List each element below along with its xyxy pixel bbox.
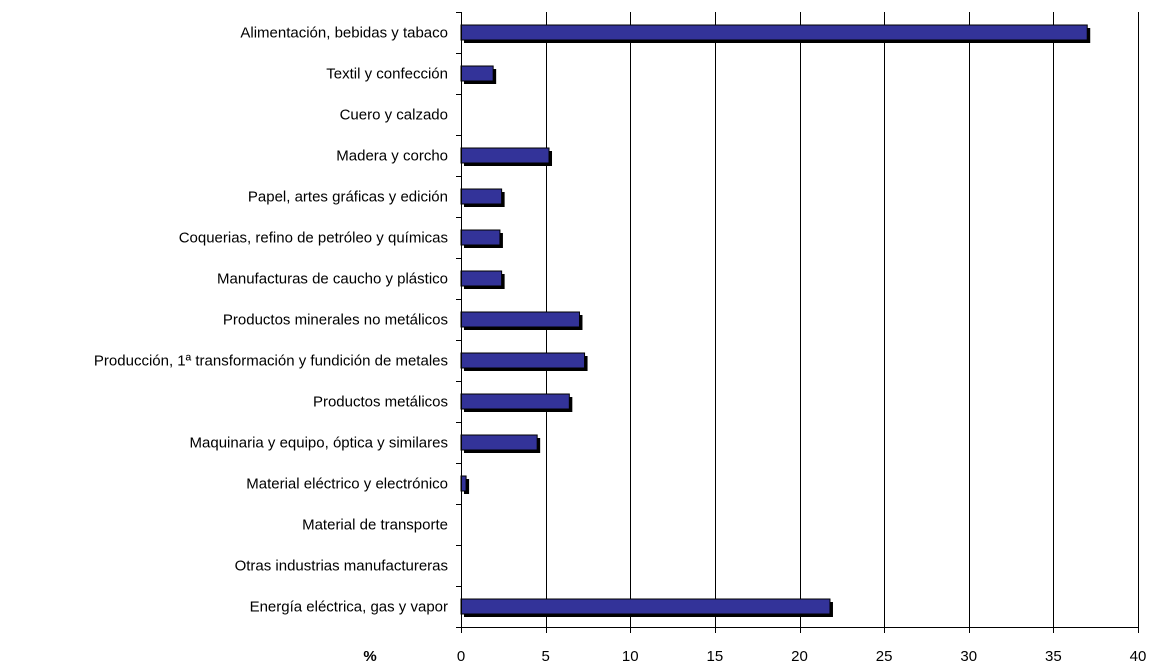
bar <box>460 24 1088 41</box>
x-tick-label: 35 <box>1045 648 1062 665</box>
x-tick-label: 15 <box>707 648 724 665</box>
x-tick-labels: 0 5 10 15 20 25 30 35 40 <box>457 648 1147 665</box>
category-label: Papel, artes gráficas y edición <box>248 189 448 206</box>
bar <box>460 311 580 328</box>
category-label: Cuero y calzado <box>340 107 448 124</box>
bar <box>460 393 570 410</box>
x-axis-unit-label: % <box>363 648 376 665</box>
x-tick-label: 20 <box>791 648 808 665</box>
category-label: Producción, 1ª transformación y fundició… <box>94 353 448 370</box>
x-tick-label: 25 <box>876 648 893 665</box>
category-label: Productos metálicos <box>313 394 448 411</box>
category-label: Manufacturas de caucho y plástico <box>217 271 448 288</box>
bar <box>460 352 586 369</box>
x-tick-label: 0 <box>457 648 465 665</box>
x-tick-label: 5 <box>541 648 549 665</box>
category-label: Energía eléctrica, gas y vapor <box>250 599 448 616</box>
bars <box>460 24 1091 617</box>
gridlines <box>546 12 1139 627</box>
bar <box>460 229 501 246</box>
axes <box>456 12 1139 633</box>
bar <box>460 270 503 287</box>
bar <box>460 434 538 451</box>
bar <box>460 147 550 164</box>
category-labels: Alimentación, bebidas y tabaco Textil y c… <box>94 25 448 616</box>
category-label: Material eléctrico y electrónico <box>246 476 448 493</box>
x-tick-label: 30 <box>960 648 977 665</box>
category-label: Otras industrias manufactureras <box>235 558 448 575</box>
bar <box>460 65 494 82</box>
category-label: Material de transporte <box>302 517 448 534</box>
bar <box>460 598 831 615</box>
category-label: Productos minerales no metálicos <box>223 312 448 329</box>
category-label: Coquerias, refino de petróleo y químicas <box>179 230 448 247</box>
bar <box>460 188 503 205</box>
category-label: Textil y confección <box>326 66 448 83</box>
x-tick-label: 10 <box>622 648 639 665</box>
category-label: Maquinaria y equipo, óptica y similares <box>190 435 448 452</box>
x-tick-label: 40 <box>1130 648 1147 665</box>
category-label: Madera y corcho <box>336 148 448 165</box>
category-label: Alimentación, bebidas y tabaco <box>240 25 448 42</box>
